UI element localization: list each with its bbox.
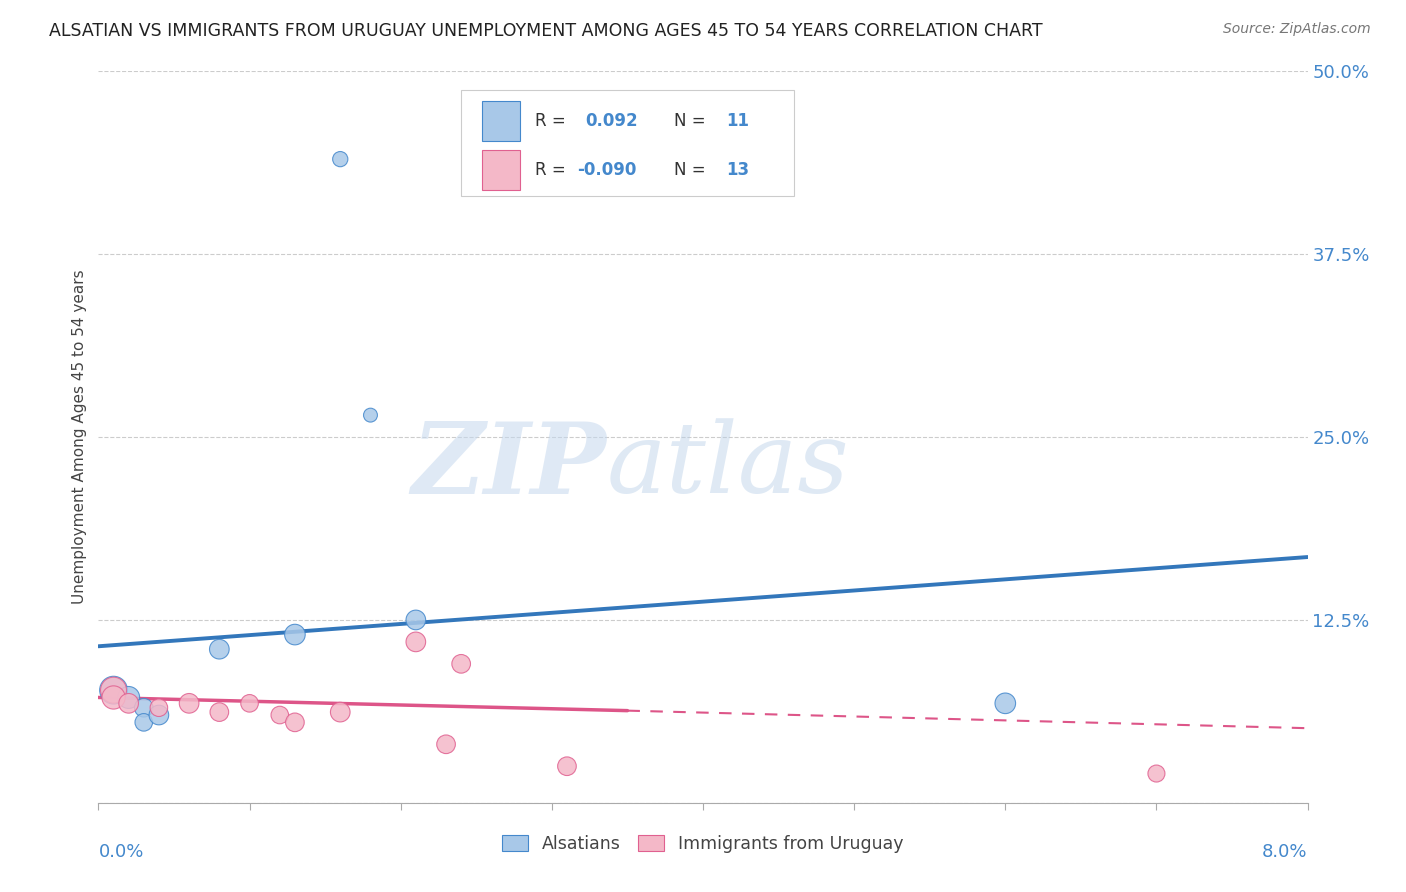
FancyBboxPatch shape [482, 101, 520, 141]
Point [148, 700, 170, 714]
Point [118, 690, 141, 705]
Point [132, 715, 155, 730]
Text: 13: 13 [725, 161, 749, 179]
Point [405, 635, 427, 649]
Text: R =: R = [534, 112, 565, 130]
Point [994, 696, 1017, 710]
Point [329, 152, 352, 166]
Point [1146, 766, 1168, 780]
Text: N =: N = [673, 112, 706, 130]
Point [132, 700, 155, 714]
Point [269, 708, 291, 723]
Point [179, 696, 201, 710]
Point [405, 613, 427, 627]
Text: ALSATIAN VS IMMIGRANTS FROM URUGUAY UNEMPLOYMENT AMONG AGES 45 TO 54 YEARS CORRE: ALSATIAN VS IMMIGRANTS FROM URUGUAY UNEM… [49, 22, 1043, 40]
Point [103, 690, 125, 705]
Point [118, 696, 141, 710]
Text: R =: R = [534, 161, 565, 179]
Point [360, 408, 382, 422]
Point [148, 708, 170, 723]
Legend: Alsatians, Immigrants from Uruguay: Alsatians, Immigrants from Uruguay [495, 828, 911, 860]
Point [329, 705, 352, 719]
Point [555, 759, 578, 773]
Y-axis label: Unemployment Among Ages 45 to 54 years: Unemployment Among Ages 45 to 54 years [72, 269, 87, 605]
Point [103, 683, 125, 698]
Point [284, 627, 307, 641]
Text: 0.0%: 0.0% [98, 843, 143, 861]
Text: Source: ZipAtlas.com: Source: ZipAtlas.com [1223, 22, 1371, 37]
Point [434, 737, 457, 751]
Point [208, 705, 231, 719]
Text: ZIP: ZIP [412, 418, 606, 515]
Point [208, 642, 231, 657]
Point [103, 683, 125, 698]
Point [450, 657, 472, 671]
Text: N =: N = [673, 161, 706, 179]
Text: 11: 11 [725, 112, 749, 130]
FancyBboxPatch shape [461, 90, 793, 195]
Point [284, 715, 307, 730]
Text: 0.092: 0.092 [586, 112, 638, 130]
Text: atlas: atlas [606, 418, 849, 514]
Text: -0.090: -0.090 [578, 161, 637, 179]
Point [239, 696, 262, 710]
Text: 8.0%: 8.0% [1263, 843, 1308, 861]
FancyBboxPatch shape [482, 150, 520, 190]
